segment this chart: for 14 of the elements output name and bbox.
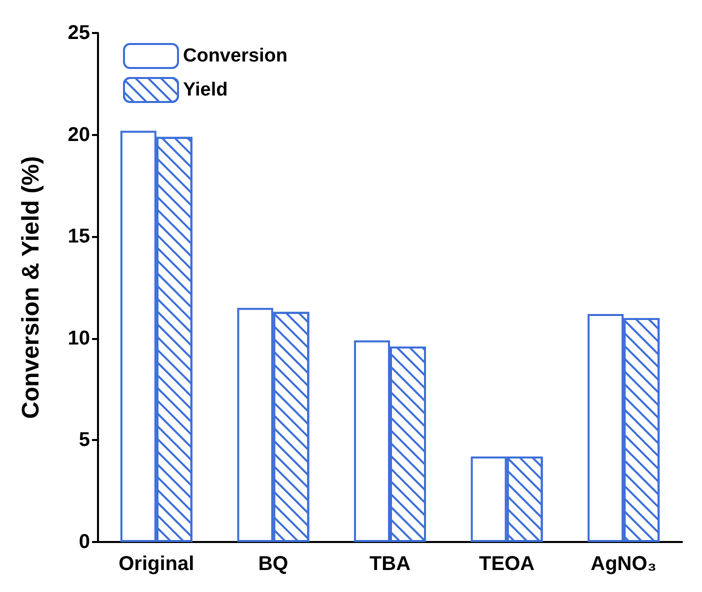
y-tick-label: 0	[78, 531, 90, 553]
y-axis-title: Conversion & Yield (%)	[18, 156, 44, 419]
y-tick-label: 10	[68, 327, 90, 350]
legend-label: Conversion	[183, 46, 288, 66]
x-tick-label: Original	[118, 553, 194, 575]
y-tick-label: 5	[78, 429, 90, 452]
x-tick-label: TBA	[369, 553, 411, 575]
x-tick-label: BQ	[258, 553, 288, 575]
y-tick-label: 15	[68, 226, 90, 248]
x-tick-label: TEOA	[479, 553, 535, 575]
y-tick-label: 20	[68, 124, 90, 146]
y-tick-label: 25	[68, 22, 90, 44]
x-tick-label: AgNO₃	[590, 553, 657, 575]
legend-label: Yield	[183, 80, 228, 100]
